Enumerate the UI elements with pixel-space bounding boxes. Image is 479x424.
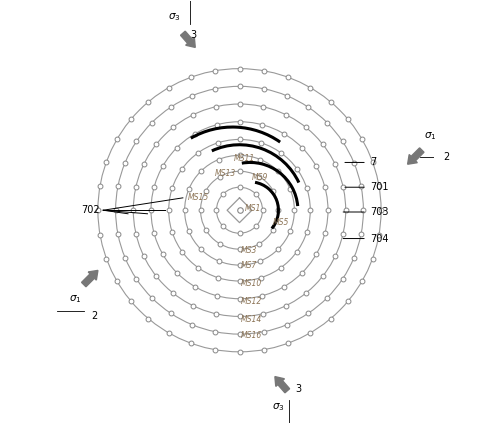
Text: MS9: MS9 xyxy=(252,173,268,182)
Text: $\sigma_1$: $\sigma_1$ xyxy=(424,130,437,142)
FancyArrow shape xyxy=(408,148,424,164)
FancyArrow shape xyxy=(181,31,195,47)
Text: MS11: MS11 xyxy=(234,153,255,162)
Text: MS1: MS1 xyxy=(245,204,261,213)
FancyArrow shape xyxy=(275,377,290,393)
Text: 7: 7 xyxy=(370,157,376,167)
Text: 702: 702 xyxy=(81,205,100,215)
Text: 704: 704 xyxy=(370,234,389,243)
Text: 701: 701 xyxy=(370,182,389,192)
Text: $\sigma_3$: $\sigma_3$ xyxy=(272,401,285,413)
Text: 3: 3 xyxy=(191,30,196,40)
Text: MS3: MS3 xyxy=(241,245,258,254)
Text: 3: 3 xyxy=(295,384,301,394)
Text: 703: 703 xyxy=(370,207,389,217)
Text: MS16: MS16 xyxy=(241,330,262,340)
Text: MS15: MS15 xyxy=(188,193,209,202)
Text: MS5: MS5 xyxy=(273,218,289,227)
Text: MS7: MS7 xyxy=(241,262,258,271)
Text: MS14: MS14 xyxy=(241,315,262,324)
Text: $\sigma_1$: $\sigma_1$ xyxy=(68,293,81,304)
Text: MS13: MS13 xyxy=(215,169,236,178)
Text: 2: 2 xyxy=(91,311,98,321)
Text: $\sigma_3$: $\sigma_3$ xyxy=(168,11,180,23)
FancyArrow shape xyxy=(81,271,98,287)
Text: 2: 2 xyxy=(444,152,450,162)
Text: MS10: MS10 xyxy=(241,279,262,288)
Text: MS12: MS12 xyxy=(241,297,262,306)
